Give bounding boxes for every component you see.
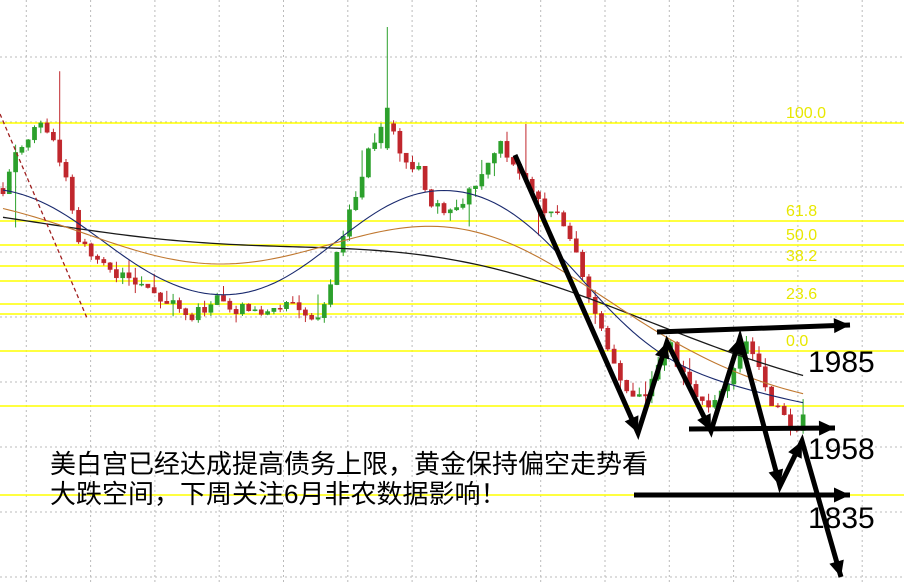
svg-text:23.6: 23.6: [786, 286, 817, 303]
svg-text:0.0: 0.0: [786, 333, 808, 350]
svg-text:50.0: 50.0: [786, 227, 817, 244]
svg-text:美白宫已经达成提高债务上限，黄金保持偏空走势看: 美白宫已经达成提高债务上限，黄金保持偏空走势看: [50, 449, 648, 479]
svg-text:100.0: 100.0: [786, 105, 826, 122]
svg-text:38.2: 38.2: [786, 248, 817, 265]
svg-text:大跌空间，下周关注6月非农数据影响！: 大跌空间，下周关注6月非农数据影响！: [50, 479, 506, 509]
svg-text:1835: 1835: [808, 502, 875, 535]
svg-text:1985: 1985: [808, 346, 875, 379]
svg-text:61.8: 61.8: [786, 203, 817, 220]
svg-text:1958: 1958: [808, 433, 875, 466]
